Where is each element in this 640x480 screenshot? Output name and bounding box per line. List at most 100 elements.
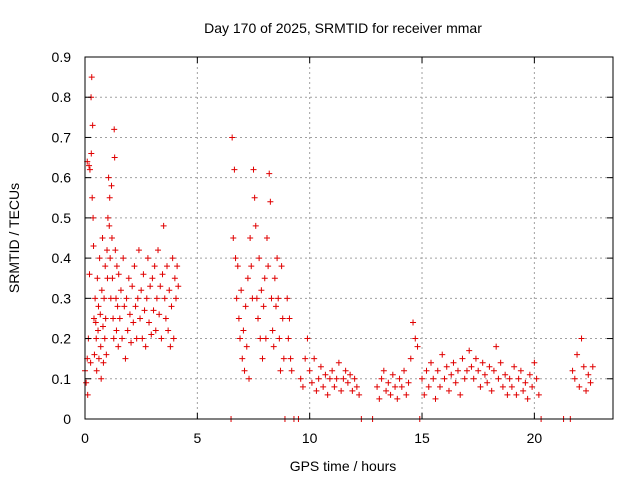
data-point — [378, 375, 385, 382]
data-point — [234, 263, 241, 270]
data-point — [297, 375, 304, 382]
data-point — [130, 319, 137, 326]
y-tick-label: 0.8 — [52, 89, 72, 105]
data-point — [576, 383, 583, 390]
data-point — [241, 367, 248, 374]
data-point — [270, 343, 277, 350]
data-point — [274, 255, 281, 262]
data-point — [150, 307, 157, 314]
data-point — [340, 375, 347, 382]
data-point — [108, 235, 115, 241]
data-point — [151, 263, 158, 270]
data-point — [306, 367, 313, 374]
data-point — [466, 347, 473, 354]
data-point — [587, 379, 594, 386]
data-point — [237, 335, 244, 342]
data-point — [165, 327, 172, 334]
data-point — [285, 335, 292, 342]
data-point — [484, 379, 491, 386]
data-point — [115, 271, 122, 278]
data-point — [394, 395, 401, 402]
x-tick-label: 15 — [414, 430, 430, 446]
chart-title: Day 170 of 2025, SRMTID for receiver mma… — [204, 20, 482, 36]
data-point — [172, 295, 179, 302]
data-point — [90, 243, 97, 250]
data-point — [308, 379, 315, 386]
data-point — [260, 303, 267, 310]
data-point — [443, 363, 450, 370]
data-point — [92, 295, 99, 302]
data-point — [102, 315, 109, 322]
data-point — [140, 271, 147, 278]
data-point — [578, 335, 585, 342]
data-point — [113, 327, 120, 334]
data-point — [122, 355, 129, 362]
data-points — [82, 74, 596, 422]
data-point — [396, 375, 403, 382]
data-point — [147, 283, 154, 290]
data-point — [87, 359, 94, 366]
data-point — [92, 319, 99, 326]
data-point — [135, 247, 142, 254]
data-point — [252, 222, 259, 229]
data-point — [353, 383, 360, 390]
data-point — [445, 387, 452, 394]
data-point — [238, 287, 245, 294]
data-point — [97, 343, 104, 350]
y-tick-label: 0.1 — [52, 371, 72, 387]
data-point — [410, 319, 417, 326]
data-point — [265, 263, 272, 270]
data-point — [419, 375, 426, 382]
data-point — [117, 287, 124, 294]
data-point — [229, 134, 236, 141]
data-point — [96, 255, 103, 262]
data-point — [258, 287, 265, 294]
data-point — [313, 387, 320, 394]
y-axis-ticks: 0 0.1 0.2 0.3 0.4 0.5 0.6 0.7 0.8 0.9 — [52, 49, 613, 427]
data-point — [461, 375, 468, 382]
data-point — [106, 222, 113, 229]
data-point — [125, 275, 132, 282]
data-point — [448, 371, 455, 378]
data-point — [110, 335, 117, 342]
data-point — [114, 303, 121, 310]
data-point — [146, 319, 153, 326]
data-point — [403, 391, 410, 398]
x-tick-label: 10 — [302, 430, 318, 446]
data-point — [149, 275, 156, 282]
y-tick-label: 0.3 — [52, 290, 72, 306]
data-point — [425, 383, 432, 390]
data-point — [128, 339, 135, 346]
data-point — [144, 255, 151, 262]
data-point — [472, 355, 479, 362]
data-point — [493, 343, 500, 350]
data-point — [131, 263, 138, 270]
data-point — [506, 375, 513, 382]
data-point — [277, 367, 284, 374]
data-point — [251, 194, 258, 201]
data-point — [436, 383, 443, 390]
data-point — [380, 367, 387, 374]
data-point — [497, 359, 504, 366]
data-point — [311, 355, 318, 362]
data-point — [329, 367, 336, 374]
data-point — [495, 375, 502, 382]
data-point — [349, 387, 356, 394]
data-point — [574, 351, 581, 358]
data-point — [533, 375, 540, 382]
data-point — [331, 383, 338, 390]
y-tick-label: 0.2 — [52, 331, 72, 347]
data-point — [83, 379, 90, 386]
data-point — [93, 367, 100, 374]
data-point — [344, 379, 351, 386]
data-point — [240, 327, 247, 334]
data-point — [490, 367, 497, 374]
grid-lines — [85, 57, 613, 419]
data-point — [139, 335, 146, 342]
data-point — [175, 283, 182, 290]
data-point — [468, 363, 475, 370]
data-point — [432, 395, 439, 402]
data-point — [106, 194, 113, 201]
data-point — [333, 375, 340, 382]
data-point — [452, 379, 459, 386]
